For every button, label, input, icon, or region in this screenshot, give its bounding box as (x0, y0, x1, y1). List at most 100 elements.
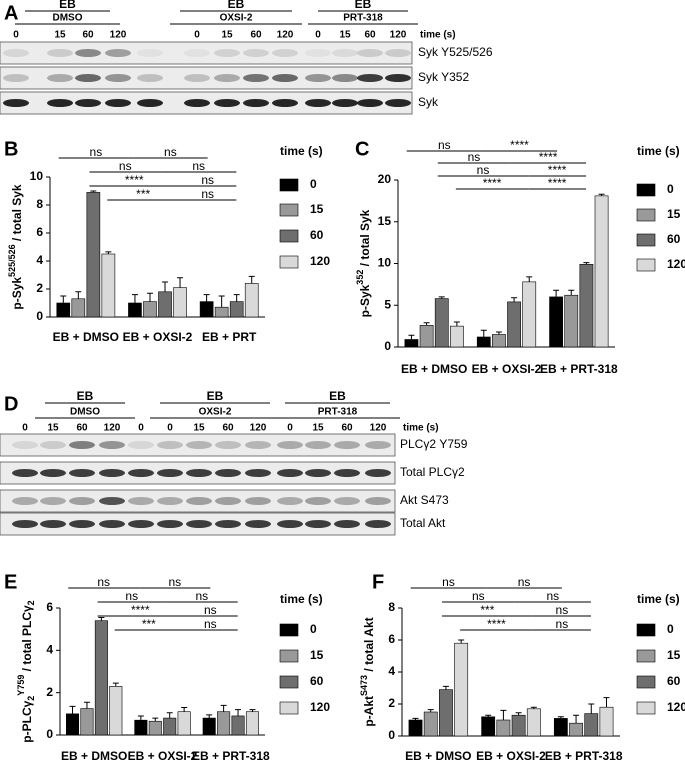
error-bar (98, 617, 105, 621)
y-tick-label: 8 (36, 197, 43, 211)
error-bar (438, 296, 445, 299)
panel-letter: C (355, 138, 369, 160)
legend-title: time (s) (637, 592, 680, 606)
band (365, 520, 391, 528)
x-tick-label: EB + PRT-318 (540, 362, 618, 376)
sig-label: ns (168, 575, 181, 589)
error-bar (515, 712, 522, 716)
error-bar (423, 322, 430, 326)
band (215, 497, 241, 505)
bar (244, 283, 259, 318)
error-bar (137, 715, 144, 721)
error-bar (60, 295, 67, 303)
band (272, 74, 298, 82)
group-label: OXSI-2 (220, 13, 253, 24)
panel-letter: A (4, 2, 18, 24)
bar (66, 713, 80, 736)
bar (564, 294, 579, 348)
y-label-part: / total PLCγ (20, 605, 34, 675)
band (277, 469, 303, 477)
band (277, 497, 303, 505)
time-label: 60 (341, 423, 353, 434)
group-label: PRT-318 (318, 407, 358, 418)
group-label: DMSO (70, 407, 100, 418)
time-label: 120 (390, 30, 407, 41)
band (12, 520, 38, 528)
bar (492, 334, 506, 348)
time-label: 15 (54, 30, 66, 41)
group-label: PRT-318 (343, 13, 383, 24)
band (245, 441, 271, 449)
time-label: 15 (47, 423, 59, 434)
sig-label: ns (556, 617, 569, 631)
y-tick-label: 10 (378, 256, 392, 270)
bar (109, 686, 123, 736)
legend-title: time (s) (280, 592, 323, 606)
error-bar (568, 289, 575, 296)
band (245, 469, 271, 477)
error-bar (235, 709, 242, 716)
bar (599, 706, 614, 737)
y-tick-label: 20 (378, 172, 392, 186)
sig-label: **** (510, 138, 529, 152)
sig-label: ns (204, 617, 217, 631)
legend-label: 60 (310, 674, 324, 688)
legend-swatch (636, 675, 656, 689)
y-label-part: 2 (26, 696, 36, 701)
panel-letter: B (4, 138, 18, 160)
panel-letter: D (4, 393, 18, 415)
sig-label: **** (487, 617, 506, 631)
legend-swatch (279, 229, 299, 243)
y-label-part: 2 (26, 600, 36, 605)
bar (434, 298, 449, 348)
band (99, 469, 125, 477)
time-label: 120 (370, 423, 387, 434)
error-bar (442, 685, 449, 690)
band (277, 441, 303, 449)
sig-label: *** (142, 617, 156, 631)
legend-label: 60 (310, 228, 324, 242)
band (69, 469, 95, 477)
band (47, 99, 73, 107)
legend-swatch (279, 675, 299, 689)
x-tick-label: EB + PRT-318 (192, 749, 270, 763)
time-label: 0 (138, 423, 144, 434)
x-tick-label: EB + DMSO (405, 749, 471, 763)
y-tick-label: 0 (46, 727, 53, 741)
band (69, 497, 95, 505)
error-bar (152, 717, 159, 722)
band (12, 497, 38, 505)
error-bar (526, 276, 533, 282)
y-label-part: 352 (355, 270, 365, 285)
band (105, 74, 131, 82)
bar (450, 325, 464, 348)
bar (522, 281, 537, 348)
y-label-part: / total Syk (358, 209, 372, 269)
sig-label: *** (136, 187, 150, 201)
band (47, 49, 73, 57)
band (214, 99, 240, 107)
bar (439, 689, 453, 737)
band (75, 74, 101, 82)
blot-row-label: Total Akt (400, 516, 446, 530)
sig-label: **** (548, 176, 567, 190)
bar (163, 717, 177, 736)
band (69, 441, 95, 449)
group-label: OXSI-2 (199, 407, 232, 418)
error-bar (248, 275, 255, 284)
band (137, 49, 163, 57)
time-label: 120 (250, 423, 267, 434)
blot-strip (0, 489, 396, 513)
y-tick-label: 8 (388, 600, 395, 614)
sig-label: ns (201, 173, 214, 187)
band (99, 497, 125, 505)
sig-label: ns (119, 159, 132, 173)
error-bar (162, 281, 169, 292)
band (3, 74, 29, 82)
bar (80, 708, 94, 736)
x-tick-label: EB + DMSO (53, 330, 119, 344)
blot-row-label: Syk Y525/526 (418, 45, 493, 59)
band (214, 49, 240, 57)
y-label-part: / total Syk (10, 184, 24, 244)
